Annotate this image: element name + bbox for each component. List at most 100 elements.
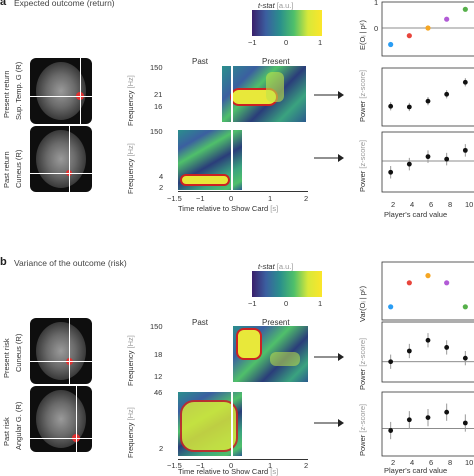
tf-b1-ytick-150: 150	[150, 322, 163, 331]
arrow-a2	[314, 154, 344, 162]
rp-a1-ylabel: E(Oᵢ | pᶜ)	[358, 20, 367, 50]
row-b1-region: Cuneus (R)	[14, 333, 23, 372]
colorbar-b-tick-zero: 0	[284, 299, 289, 308]
brain-scan-b1	[30, 318, 92, 384]
right-plot-a-power-past	[381, 131, 474, 193]
data-point	[462, 304, 468, 310]
tf-a-xtick-2: −1	[196, 194, 205, 203]
rp-b-xtick-4: 4	[410, 458, 415, 467]
row-a2-region: Cuneus (R)	[14, 149, 23, 188]
brain-scan-a2	[30, 126, 92, 192]
rp-a1-ytick-1: 1	[374, 0, 379, 7]
panel-a-title: Expected outcome (return)	[14, 0, 115, 8]
data-point	[444, 156, 450, 162]
data-point	[444, 280, 450, 286]
tf-a-xtick-3: 0	[229, 194, 234, 203]
colorbar-a-tick-pos: 1	[318, 38, 323, 47]
data-point	[462, 79, 468, 85]
rp-b2-ylabel: Power [z-score]	[358, 337, 367, 390]
row-b1-group: Present risk	[2, 338, 11, 378]
data-point	[462, 147, 468, 153]
arrow-b2	[314, 419, 344, 427]
tf-b2-ytick-46: 46	[154, 388, 163, 397]
data-point	[388, 359, 394, 365]
plot-frame	[381, 391, 474, 457]
rp-b-xtick-2: 2	[391, 458, 396, 467]
row-a1-group: Present return	[2, 70, 11, 118]
data-point	[462, 420, 468, 426]
tf-a-xaxis	[178, 191, 308, 192]
rp-a1-ytick-0: 0	[374, 24, 379, 33]
panel-a-letter: a	[0, 0, 7, 8]
row-b2-region: Angular G. (R)	[14, 401, 23, 450]
tf-b-xtick-1: −1.5	[167, 461, 182, 470]
right-plot-a-power-present	[381, 67, 474, 127]
plot-frame	[381, 67, 474, 127]
data-point	[462, 6, 468, 12]
tf-b1-ytick-12: 12	[154, 372, 163, 381]
row-a1-region: Sup. Temp. G (R)	[14, 61, 23, 120]
rp-a-xtick-8: 8	[448, 200, 453, 209]
tf-heatmap-b1	[232, 326, 308, 382]
data-point	[425, 98, 431, 104]
arrow-a1	[314, 91, 344, 99]
tf-b-xaxis	[178, 459, 308, 460]
colorbar-b-label: t-stat [a.u.]	[258, 262, 294, 271]
data-point	[425, 154, 431, 160]
arrow-b1	[314, 353, 344, 361]
data-point	[388, 41, 394, 48]
tf-b-xtick-4: 1	[268, 461, 273, 470]
colorbar-a-tick-zero: 0	[284, 38, 289, 47]
rp-b-xtick-6: 6	[429, 458, 434, 467]
tf-a1-ytick-150: 150	[150, 63, 163, 72]
data-point	[406, 280, 412, 286]
tf-b2-ytick-2: 2	[159, 444, 164, 453]
data-point	[388, 169, 394, 175]
plot-frame	[381, 321, 474, 383]
tf-b-xtick-5: 2	[304, 461, 309, 470]
colorbar-a-tick-neg: −1	[248, 38, 257, 47]
data-point	[425, 25, 431, 31]
rp-a-xlabel: Player's card value	[384, 210, 448, 219]
tf-b-xtick-2: −1	[196, 461, 205, 470]
rp-a3-ylabel: Power [z-score]	[358, 139, 367, 192]
row-a2-group: Past return	[2, 151, 11, 188]
data-point	[388, 103, 394, 109]
data-point	[406, 161, 412, 167]
plot-frame	[381, 261, 474, 321]
tf-b1-ylabel: Frequency [Hz]	[126, 335, 135, 386]
brain-scan-b2	[30, 386, 92, 452]
panel-b-letter: b	[0, 256, 7, 268]
tf-b-xtick-3: 0	[229, 461, 234, 470]
rp-a-xtick-4: 4	[410, 200, 415, 209]
data-point	[425, 415, 431, 420]
tf-a-past-header: Past	[192, 57, 209, 66]
data-point	[388, 428, 394, 433]
tf-a1-ytick-21: 21	[154, 90, 163, 99]
rp-a2-ylabel: Power [z-score]	[358, 69, 367, 122]
right-plot-b-power-past	[381, 391, 474, 457]
tf-a1-ytick-16: 16	[154, 102, 163, 111]
rp-b-xtick-8: 8	[448, 458, 453, 467]
tf-a-present-header: Present	[262, 57, 290, 66]
data-point	[425, 273, 431, 279]
colorbar-b-tick-pos: 1	[318, 299, 323, 308]
right-plot-a-expected	[381, 1, 474, 57]
data-point	[444, 16, 450, 22]
data-point	[406, 33, 412, 39]
tf-b1-showcard-line	[231, 322, 233, 384]
right-plot-b-variance	[381, 261, 474, 321]
tf-a2-showcard-line	[231, 126, 233, 190]
tf-a-xtick-1: −1.5	[167, 194, 182, 203]
colorbar-a	[252, 10, 322, 36]
colorbar-a-label: t-stat [a.u.]	[258, 1, 294, 10]
tf-heatmap-a1	[222, 66, 306, 122]
tf-a-xtick-4: 1	[268, 194, 273, 203]
plot-frame	[381, 1, 474, 57]
tf-b-present-header: Present	[262, 318, 290, 327]
tf-b-past-header: Past	[192, 318, 209, 327]
panel-b-title: Variance of the outcome (risk)	[14, 258, 127, 268]
tf-a-xlabel: Time relative to Show Card [s]	[178, 204, 279, 213]
tf-a-xtick-5: 2	[304, 194, 309, 203]
data-point	[406, 104, 412, 110]
